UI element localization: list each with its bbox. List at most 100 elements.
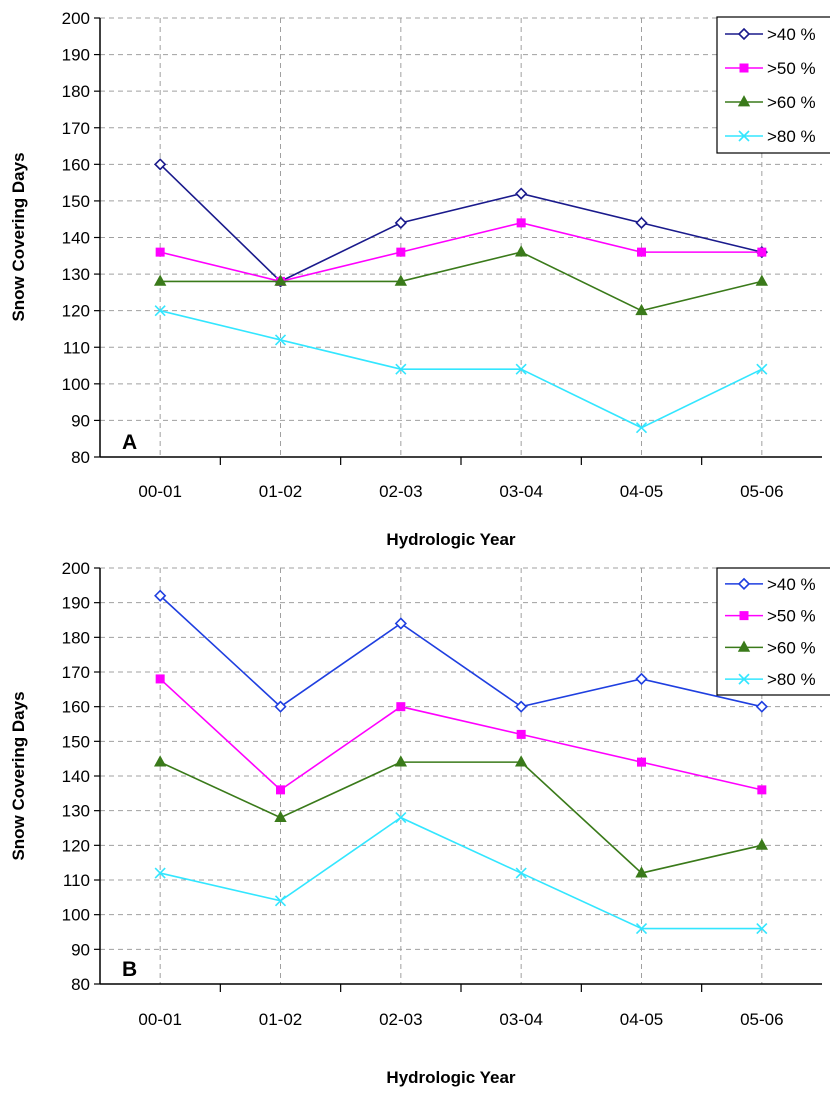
- y-tick-label: 140: [62, 767, 90, 786]
- y-tick-label: 160: [62, 155, 90, 174]
- series-1: [154, 589, 768, 713]
- y-tick-label: 100: [62, 906, 90, 925]
- legend-label: >80 %: [767, 127, 816, 146]
- legend-box: [716, 16, 830, 154]
- y-tick-label: 120: [62, 836, 90, 855]
- legend-item: >60 %: [725, 638, 816, 657]
- y-tick-label: 200: [62, 559, 90, 578]
- data-point: [155, 247, 165, 257]
- y-tick-label: 190: [62, 46, 90, 65]
- x-tick-label: 00-01: [138, 1010, 181, 1029]
- data-point: [274, 274, 287, 286]
- legend-item: >50 %: [725, 607, 816, 626]
- legend-label: >40 %: [767, 575, 816, 594]
- y-tick-label: 130: [62, 265, 90, 284]
- data-point: [515, 700, 528, 713]
- y-tick-label: 80: [71, 448, 90, 467]
- series-4: [154, 305, 768, 434]
- x-tick-label: 02-03: [379, 1010, 422, 1029]
- legend-marker: [739, 63, 749, 73]
- data-point: [515, 867, 527, 879]
- legend-marker: [737, 27, 751, 41]
- legend-marker: [739, 611, 749, 621]
- legend-label: >50 %: [767, 59, 816, 78]
- legend-label: >60 %: [767, 638, 816, 657]
- data-point: [635, 866, 648, 878]
- series-line: [159, 595, 763, 708]
- series-line: [159, 222, 762, 283]
- data-point: [515, 363, 527, 375]
- x-tick-label: 05-06: [740, 1010, 783, 1029]
- y-tick-label: 190: [62, 594, 90, 613]
- data-point: [635, 672, 648, 686]
- y-tick-label: 200: [62, 9, 90, 28]
- data-point: [635, 216, 648, 229]
- legend-box: [716, 567, 830, 696]
- legend-marker: [738, 673, 750, 685]
- data-point: [274, 895, 287, 907]
- series-line: [159, 163, 763, 283]
- data-point: [396, 247, 406, 257]
- y-tick-label: 120: [62, 302, 90, 321]
- legend-marker: [737, 640, 751, 652]
- data-point: [154, 305, 166, 317]
- data-point: [274, 334, 287, 346]
- legend-item: >40 %: [725, 25, 816, 44]
- data-point: [755, 838, 769, 850]
- data-point: [756, 363, 768, 375]
- data-point: [153, 755, 167, 767]
- series-4: [154, 812, 768, 935]
- legend: >40 % >50 % >60 % >80 %: [716, 16, 830, 154]
- legend-label: >60 %: [767, 93, 816, 112]
- y-tick-label: 130: [62, 802, 90, 821]
- data-point: [395, 363, 407, 375]
- legend-label: >50 %: [767, 607, 816, 626]
- data-point: [154, 589, 167, 602]
- data-point: [396, 702, 406, 712]
- data-point: [755, 274, 769, 286]
- data-point: [274, 810, 287, 822]
- legend-label: >40 %: [767, 25, 816, 44]
- x-tick-label: 02-03: [379, 482, 422, 501]
- x-axis-title: Hydrologic Year: [386, 530, 516, 549]
- x-tick-label: 01-02: [259, 1010, 302, 1029]
- series-line: [159, 761, 763, 874]
- data-point: [635, 922, 648, 935]
- chart-panel-a: 80 90 100 110 120 130 140 150 160 170 180 190 200 00-…: [9, 9, 830, 549]
- series-2: [155, 674, 767, 795]
- legend-marker: [737, 577, 751, 591]
- data-point: [757, 785, 767, 795]
- y-tick-label: 90: [71, 411, 90, 430]
- data-point: [394, 755, 408, 767]
- x-tick-label: 04-05: [620, 482, 663, 501]
- series-3: [153, 755, 769, 878]
- data-point: [155, 674, 165, 684]
- x-tick-label: 03-04: [499, 482, 542, 501]
- data-point: [637, 247, 646, 257]
- data-point: [394, 617, 407, 630]
- data-point: [395, 812, 407, 824]
- series-line: [159, 309, 763, 429]
- data-point: [153, 274, 167, 286]
- y-tick-label: 150: [62, 732, 90, 751]
- y-tick-label: 170: [62, 663, 90, 682]
- series-line: [160, 251, 763, 312]
- y-tick-label: 110: [63, 338, 90, 357]
- data-point: [516, 218, 526, 228]
- data-point: [514, 755, 528, 767]
- y-tick-label: 170: [62, 119, 90, 138]
- data-point: [516, 729, 526, 739]
- series-line: [159, 678, 763, 791]
- legend-label: >80 %: [767, 670, 816, 689]
- series-3: [153, 245, 769, 316]
- data-point: [635, 422, 648, 434]
- panel-label: A: [122, 431, 137, 454]
- series-2: [155, 218, 767, 286]
- x-axis-title: Hydrologic Year: [386, 1068, 516, 1087]
- data-point: [394, 216, 407, 229]
- chart-panel-b: 80 90 100 110 120 130 140 150 160 170 180 190 200 00-…: [9, 559, 830, 1087]
- x-tick-label: 00-01: [138, 482, 181, 501]
- y-tick-label: 180: [62, 628, 90, 647]
- data-point: [515, 187, 528, 200]
